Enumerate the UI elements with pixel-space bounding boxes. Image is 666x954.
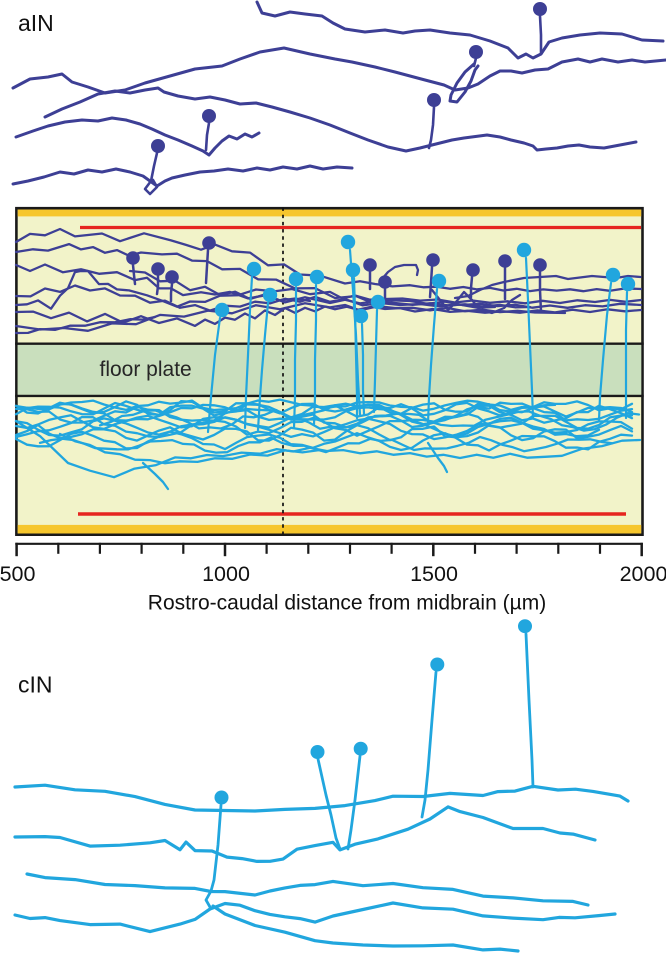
svg-text:aIN: aIN bbox=[18, 10, 54, 36]
svg-text:1500: 1500 bbox=[410, 562, 458, 586]
svg-text:Rostro-caudal distance from mi: Rostro-caudal distance from midbrain (µm… bbox=[148, 592, 546, 615]
svg-text:500: 500 bbox=[0, 562, 35, 586]
svg-text:floor plate: floor plate bbox=[100, 358, 192, 381]
svg-text:2000: 2000 bbox=[620, 562, 666, 586]
svg-text:cIN: cIN bbox=[18, 672, 53, 698]
svg-text:1000: 1000 bbox=[202, 562, 250, 586]
